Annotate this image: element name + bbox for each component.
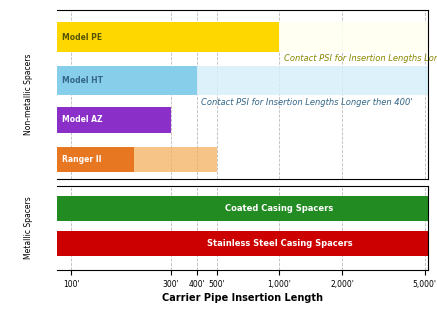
Bar <box>57 22 279 52</box>
Text: Contact PSI for Insertion Lengths Longer then 1000': Contact PSI for Insertion Lengths Longer… <box>284 54 437 63</box>
Text: Ranger II: Ranger II <box>62 155 101 164</box>
Text: Model AZ: Model AZ <box>62 115 103 124</box>
Bar <box>57 147 134 172</box>
Bar <box>57 107 171 133</box>
Bar <box>57 232 428 256</box>
Bar <box>57 66 197 95</box>
X-axis label: Carrier Pipe Insertion Length: Carrier Pipe Insertion Length <box>162 293 323 303</box>
Bar <box>197 66 428 95</box>
Text: Metallic Spacers: Metallic Spacers <box>24 197 34 259</box>
Text: Model PE: Model PE <box>62 33 102 42</box>
Text: Stainless Steel Casing Spacers: Stainless Steel Casing Spacers <box>207 239 352 248</box>
Text: Non-metallic Spacers: Non-metallic Spacers <box>24 54 34 135</box>
Text: Coated Casing Spacers: Coated Casing Spacers <box>225 204 333 213</box>
Text: Contact PSI for Insertion Lengths Longer then 400': Contact PSI for Insertion Lengths Longer… <box>201 98 413 107</box>
Bar <box>134 147 217 172</box>
Text: Model HT: Model HT <box>62 76 103 85</box>
Bar <box>279 22 428 52</box>
Bar <box>57 196 428 221</box>
